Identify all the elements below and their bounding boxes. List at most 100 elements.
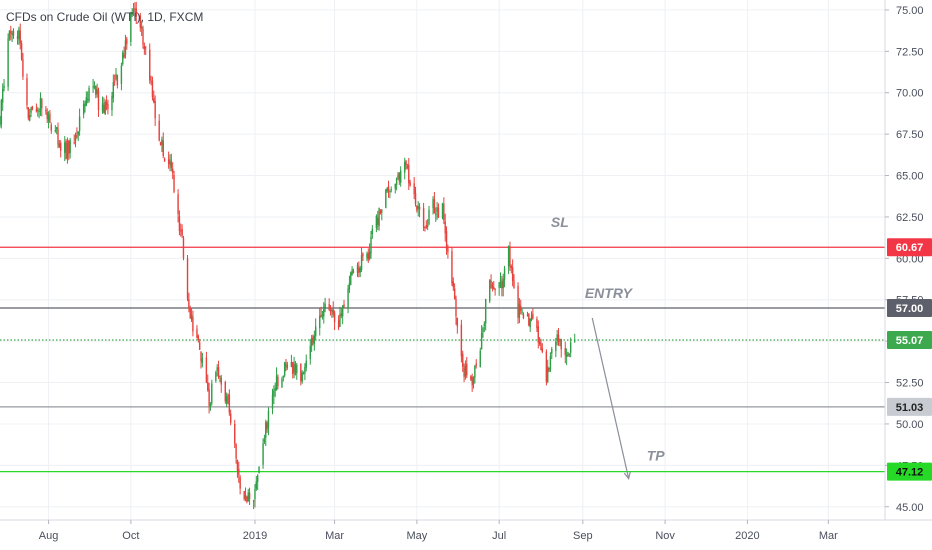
candle xyxy=(247,488,249,502)
candle-body xyxy=(161,139,163,146)
candle xyxy=(18,26,20,45)
candle xyxy=(154,95,156,127)
candle-body xyxy=(300,363,302,381)
candle-body xyxy=(20,43,23,59)
candle-body xyxy=(409,182,411,186)
candle-body xyxy=(10,30,12,34)
candle xyxy=(246,495,248,504)
candle xyxy=(85,91,88,107)
candle xyxy=(503,265,506,288)
candle xyxy=(409,179,411,187)
candle-body xyxy=(339,314,341,327)
candle xyxy=(132,2,135,16)
price-badge-label: 47.12 xyxy=(896,467,924,479)
candle xyxy=(158,114,160,142)
candle xyxy=(460,319,463,363)
candle-body xyxy=(413,183,415,195)
candle xyxy=(227,393,229,405)
candle xyxy=(464,360,467,380)
candle xyxy=(65,139,67,160)
price-badge-label: 57.00 xyxy=(896,303,924,315)
candle-body xyxy=(362,253,364,257)
candle xyxy=(341,305,344,325)
candle-body xyxy=(170,161,173,168)
candle-body xyxy=(451,251,453,284)
candle xyxy=(484,298,487,331)
candle-body xyxy=(435,213,437,215)
candle-body xyxy=(281,378,283,388)
candle-body xyxy=(490,280,492,283)
candle-body xyxy=(359,267,361,273)
candle xyxy=(95,85,97,99)
candle xyxy=(551,346,553,360)
candle-body xyxy=(275,375,278,390)
candle xyxy=(76,127,78,139)
candle-body xyxy=(95,86,97,95)
candle-body xyxy=(140,26,143,29)
candle xyxy=(86,91,89,104)
candle xyxy=(10,25,12,41)
tp-label: TP xyxy=(647,447,666,463)
candle xyxy=(159,141,162,146)
candle xyxy=(205,351,208,384)
candle-body xyxy=(502,278,504,289)
time-axis[interactable]: Aug Oct 2019 Mar May Jul Sep Nov 2020 Mar xyxy=(39,520,838,542)
candle xyxy=(324,297,326,313)
price-tick-label: 65.00 xyxy=(896,171,924,183)
candle-body xyxy=(433,199,436,214)
candle-body xyxy=(528,313,530,326)
candle xyxy=(490,274,492,289)
candle-body xyxy=(526,314,529,317)
candle-body xyxy=(511,267,514,281)
candle-body xyxy=(463,367,465,377)
candle-body xyxy=(115,73,117,80)
candle-body xyxy=(247,492,249,502)
candle xyxy=(301,370,303,384)
candle-body xyxy=(167,159,170,165)
candle-body xyxy=(50,124,52,131)
candle-body xyxy=(283,362,286,376)
candle xyxy=(358,261,360,278)
candle-body xyxy=(293,364,295,373)
candle-body xyxy=(153,98,155,103)
candle-body xyxy=(18,29,20,40)
candle-body xyxy=(371,228,374,235)
candle xyxy=(526,311,529,317)
candle-body xyxy=(309,346,311,360)
candle xyxy=(45,106,47,115)
candle-body xyxy=(224,382,226,402)
candle xyxy=(332,301,334,318)
candle xyxy=(139,12,142,32)
candle xyxy=(296,363,298,380)
candle xyxy=(256,474,259,490)
candle xyxy=(265,419,267,447)
candle xyxy=(22,52,24,80)
candle-body xyxy=(547,366,549,382)
candle xyxy=(312,334,314,346)
candle-body xyxy=(389,190,391,192)
candle-body xyxy=(323,306,325,317)
candle-body xyxy=(76,135,78,137)
candle xyxy=(329,305,332,316)
candle xyxy=(381,209,383,221)
time-tick-label: May xyxy=(406,530,427,542)
candle-body xyxy=(266,423,268,430)
candle-body xyxy=(503,268,506,280)
candle-body xyxy=(216,367,218,371)
candle-body xyxy=(60,143,62,151)
candle-body xyxy=(7,38,9,87)
candle xyxy=(360,247,363,273)
candle xyxy=(399,166,402,187)
candle xyxy=(528,313,530,327)
candle-body xyxy=(97,90,100,111)
candle xyxy=(197,334,200,343)
candle-body xyxy=(377,217,379,225)
candle-body xyxy=(12,30,15,36)
candle xyxy=(149,43,151,84)
candle xyxy=(309,339,311,365)
candle xyxy=(385,188,387,209)
candle-body xyxy=(331,310,333,312)
price-axis[interactable]: 45.0047.5050.0052.5055.0057.5060.0062.50… xyxy=(885,5,924,514)
candle xyxy=(235,443,237,464)
